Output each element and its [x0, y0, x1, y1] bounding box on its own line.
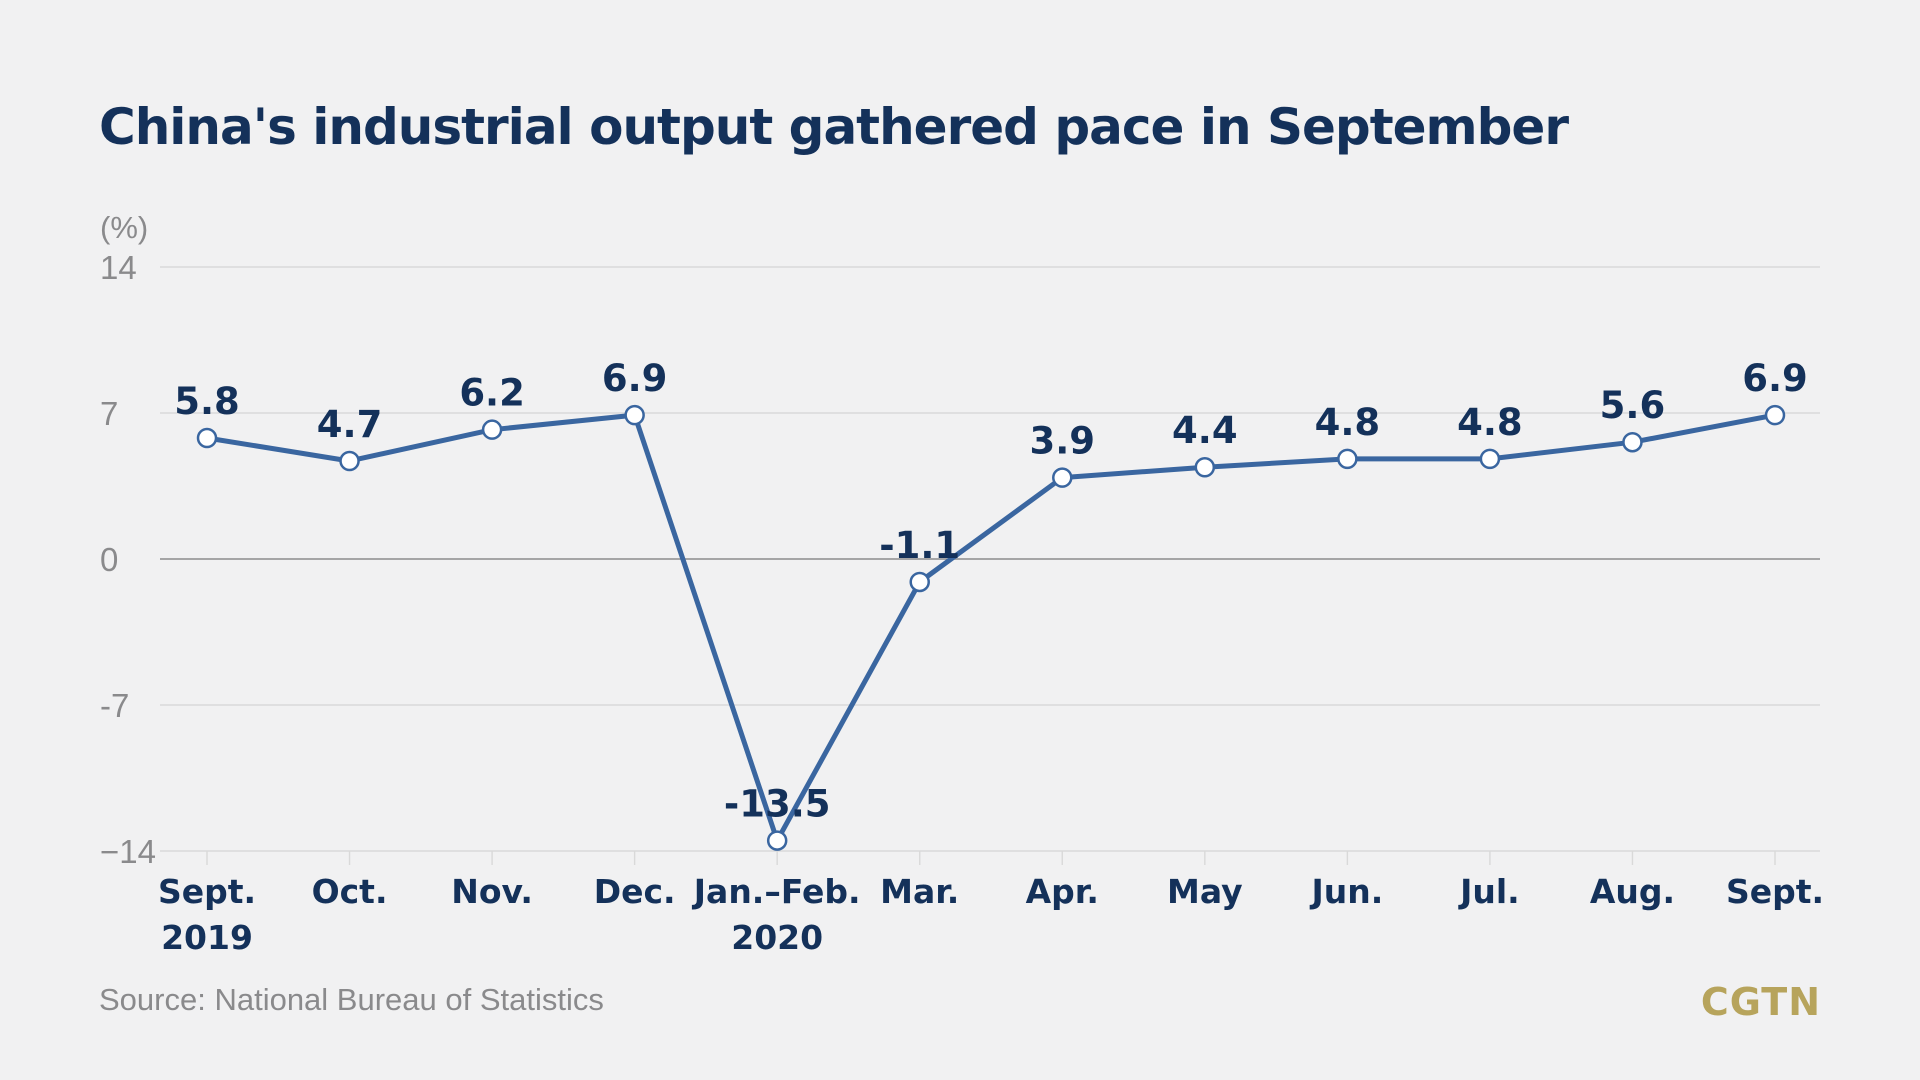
x-axis-ticks: Sept. 2019 Oct. Nov. Dec. Jan.–Feb. 2020 Mar. Ap…: [158, 851, 1824, 957]
x-tick-label: Jul.: [1458, 872, 1520, 911]
data-label: 4.8: [1457, 401, 1523, 444]
data-label: 5.8: [174, 380, 240, 423]
source-note: Source: National Bureau of Statistics: [99, 982, 604, 1017]
x-tick-label: Oct.: [312, 872, 388, 911]
data-label: 4.7: [317, 403, 383, 446]
data-label: 5.6: [1600, 384, 1666, 427]
data-point: [1052, 467, 1073, 488]
y-tick-label: −14: [100, 833, 156, 870]
series-line: [204, 412, 1778, 844]
data-point: [766, 830, 788, 851]
data-point: [481, 419, 503, 440]
data-point: [1479, 448, 1501, 470]
x-tick-label: Sept.: [1726, 872, 1824, 911]
x-tick-label: Sept. 2019: [158, 872, 256, 957]
y-tick-label: 0: [100, 541, 118, 578]
data-label: 6.9: [1742, 357, 1808, 400]
data-label: -1.1: [879, 524, 960, 567]
data-label: 6.9: [602, 357, 668, 400]
chart-title: China's industrial output gathered pace …: [99, 98, 1569, 156]
data-point: [196, 427, 218, 449]
grid-lines: [160, 266, 1820, 852]
y-tick-label: -7: [100, 687, 129, 724]
series-polyline: [204, 412, 1778, 844]
x-tick-label: Jan.–Feb. 2020: [692, 872, 861, 957]
data-point: [1337, 448, 1358, 470]
y-tick-label: 14: [100, 249, 137, 286]
series-markers: [196, 404, 1786, 851]
data-point: [339, 450, 360, 472]
data-point: [1764, 404, 1786, 426]
brand-logo: CGTN: [1700, 980, 1821, 1024]
x-tick-label: Nov.: [451, 872, 533, 911]
x-tick-label: Dec.: [594, 872, 676, 911]
x-tick-label: Mar.: [880, 872, 959, 911]
data-point: [909, 571, 930, 593]
x-tick-label: Jun.: [1309, 872, 1383, 911]
data-point: [1194, 456, 1216, 478]
x-tick-label: Aug.: [1590, 872, 1675, 911]
x-tick-label: Apr.: [1026, 872, 1099, 911]
y-tick-label: 7: [100, 395, 118, 432]
data-labels: 5.8 4.7 6.2 6.9 -13.5 -1.1 3.9 4.4 4.8 4.8 5.6 6.9: [174, 357, 1808, 825]
data-label: -13.5: [724, 783, 831, 826]
x-tick-label: May: [1167, 872, 1243, 911]
data-point: [624, 404, 645, 426]
y-axis-unit-label: (%): [100, 210, 148, 245]
y-axis-ticks: 14 7 0 -7 −14: [100, 249, 156, 870]
data-label: 4.8: [1315, 401, 1381, 444]
data-label: 3.9: [1029, 420, 1095, 463]
data-point: [1622, 431, 1643, 453]
data-label: 4.4: [1172, 409, 1238, 452]
data-label: 6.2: [459, 372, 525, 415]
